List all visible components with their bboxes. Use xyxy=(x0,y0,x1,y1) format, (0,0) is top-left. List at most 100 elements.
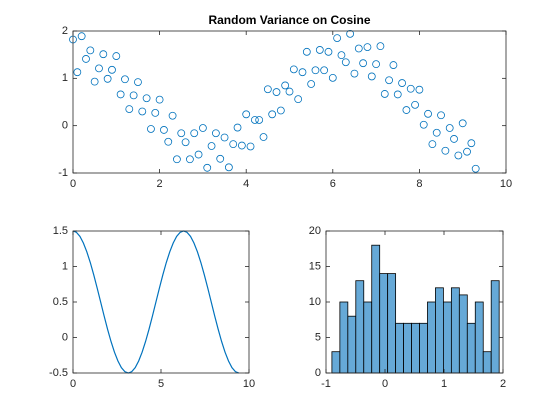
y-tick-label: 0 xyxy=(315,367,321,379)
point xyxy=(289,65,298,74)
y-tick-label: 0 xyxy=(62,120,68,132)
point xyxy=(367,72,376,81)
point xyxy=(385,76,393,85)
point xyxy=(77,32,86,41)
bar xyxy=(411,322,420,374)
bar xyxy=(371,244,381,374)
bar xyxy=(466,322,476,374)
point xyxy=(194,150,203,159)
point xyxy=(415,85,424,94)
point xyxy=(272,88,281,96)
point xyxy=(259,133,268,141)
point xyxy=(168,111,177,120)
point xyxy=(250,116,259,124)
point xyxy=(134,78,142,87)
point xyxy=(411,100,419,109)
point xyxy=(441,146,450,155)
point xyxy=(281,81,290,90)
bar xyxy=(363,301,373,374)
point xyxy=(320,66,329,75)
point xyxy=(211,129,220,138)
x-tick-label: 2 xyxy=(157,178,163,190)
point xyxy=(419,120,428,129)
point xyxy=(389,61,398,69)
point xyxy=(203,163,212,172)
y-tick-label: 1.5 xyxy=(53,225,68,237)
point xyxy=(380,90,389,98)
point xyxy=(90,77,99,86)
y-tick-label: 0 xyxy=(62,331,68,343)
point xyxy=(263,85,272,94)
point xyxy=(138,107,147,116)
y-tick-label: -0.5 xyxy=(49,367,68,379)
point xyxy=(147,125,155,133)
bar xyxy=(355,280,365,374)
point xyxy=(337,51,346,60)
x-tick-label: 4 xyxy=(243,178,249,190)
point xyxy=(333,34,342,42)
point xyxy=(99,50,108,59)
y-tick-label: -1 xyxy=(58,167,68,179)
point xyxy=(237,141,246,150)
line xyxy=(72,230,240,374)
x-tick-label: 6 xyxy=(330,178,336,190)
bar xyxy=(347,315,357,374)
point xyxy=(424,109,432,118)
point xyxy=(173,155,181,164)
bar xyxy=(379,273,389,374)
point xyxy=(268,110,277,119)
point xyxy=(428,140,437,149)
point xyxy=(112,52,121,60)
point xyxy=(86,46,95,55)
x-tick-label: 0 xyxy=(70,178,76,190)
bar xyxy=(403,322,412,374)
point xyxy=(341,58,350,67)
point xyxy=(255,116,264,124)
x-tick-label: 0 xyxy=(382,378,388,390)
axes-background xyxy=(73,231,249,373)
x-tick-label: 10 xyxy=(243,378,255,390)
bar xyxy=(339,301,349,374)
point xyxy=(350,69,359,78)
x-tick-label: 5 xyxy=(158,378,164,390)
point xyxy=(229,140,238,149)
point xyxy=(121,75,129,84)
bar xyxy=(419,322,428,374)
point xyxy=(324,47,333,56)
point xyxy=(177,129,186,138)
point xyxy=(406,84,415,93)
bar xyxy=(458,294,468,374)
point xyxy=(298,68,307,77)
bar xyxy=(443,301,452,374)
x-tick-label: -1 xyxy=(321,378,331,390)
point xyxy=(359,59,368,68)
point xyxy=(354,44,363,53)
axes-box xyxy=(72,30,507,174)
point xyxy=(294,95,303,104)
point xyxy=(363,43,372,51)
x-tick-label: 10 xyxy=(500,178,512,190)
point xyxy=(432,128,441,137)
point xyxy=(95,64,103,73)
point xyxy=(463,147,471,156)
point xyxy=(164,137,173,146)
y-tick-label: 0.5 xyxy=(53,296,68,308)
axes-background xyxy=(73,31,506,173)
point xyxy=(315,46,324,54)
point xyxy=(108,65,116,74)
point xyxy=(328,73,337,82)
point xyxy=(103,74,112,83)
point xyxy=(242,110,251,119)
point xyxy=(181,138,190,147)
point xyxy=(376,42,385,51)
point xyxy=(142,94,151,103)
point xyxy=(129,91,138,100)
x-tick-label: 0 xyxy=(70,378,76,390)
point xyxy=(224,163,233,172)
point xyxy=(155,95,164,104)
bar xyxy=(387,273,397,374)
point xyxy=(82,55,90,63)
x-tick-label: 8 xyxy=(416,178,422,190)
bar xyxy=(427,301,436,374)
point xyxy=(207,142,216,150)
